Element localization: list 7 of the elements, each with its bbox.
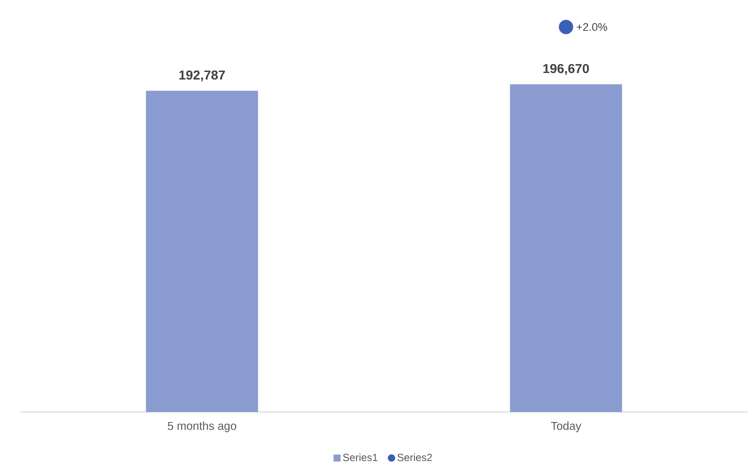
- x-tick-label: Today: [550, 422, 582, 432]
- data-label: 196,670: [543, 64, 589, 76]
- data-label: 192,787: [179, 70, 225, 82]
- annotation: +2.0%: [576, 23, 608, 31]
- legend-label: Series2: [397, 453, 432, 462]
- x-tick-label: 5 months ago: [168, 422, 236, 432]
- legend-label: Series1: [343, 453, 378, 462]
